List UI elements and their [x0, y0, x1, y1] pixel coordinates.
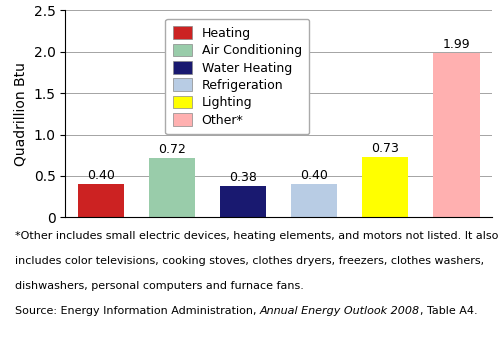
Text: , Table A4.: , Table A4.: [419, 306, 477, 316]
Text: Source: Energy Information Administration,: Source: Energy Information Administratio…: [15, 306, 260, 316]
Text: 0.38: 0.38: [228, 171, 257, 184]
Bar: [78, 184, 124, 217]
Text: 1.99: 1.99: [442, 38, 469, 50]
Bar: [291, 184, 337, 217]
Text: 0.73: 0.73: [371, 142, 398, 155]
Text: dishwashers, personal computers and furnace fans.: dishwashers, personal computers and furn…: [15, 281, 303, 291]
Legend: Heating, Air Conditioning, Water Heating, Refrigeration, Lighting, Other*: Heating, Air Conditioning, Water Heating…: [165, 19, 309, 134]
Bar: [219, 186, 266, 217]
Bar: [432, 52, 478, 217]
Text: 0.72: 0.72: [158, 143, 185, 156]
Text: 0.40: 0.40: [87, 169, 115, 182]
Y-axis label: Quadrillion Btu: Quadrillion Btu: [14, 62, 28, 166]
Bar: [148, 158, 195, 217]
Text: *Other includes small electric devices, heating elements, and motors not listed.: *Other includes small electric devices, …: [15, 231, 497, 241]
Text: 0.40: 0.40: [300, 169, 328, 182]
Text: Annual Energy Outlook 2008: Annual Energy Outlook 2008: [260, 306, 419, 316]
Bar: [361, 157, 408, 217]
Text: includes color televisions, cooking stoves, clothes dryers, freezers, clothes wa: includes color televisions, cooking stov…: [15, 256, 483, 266]
